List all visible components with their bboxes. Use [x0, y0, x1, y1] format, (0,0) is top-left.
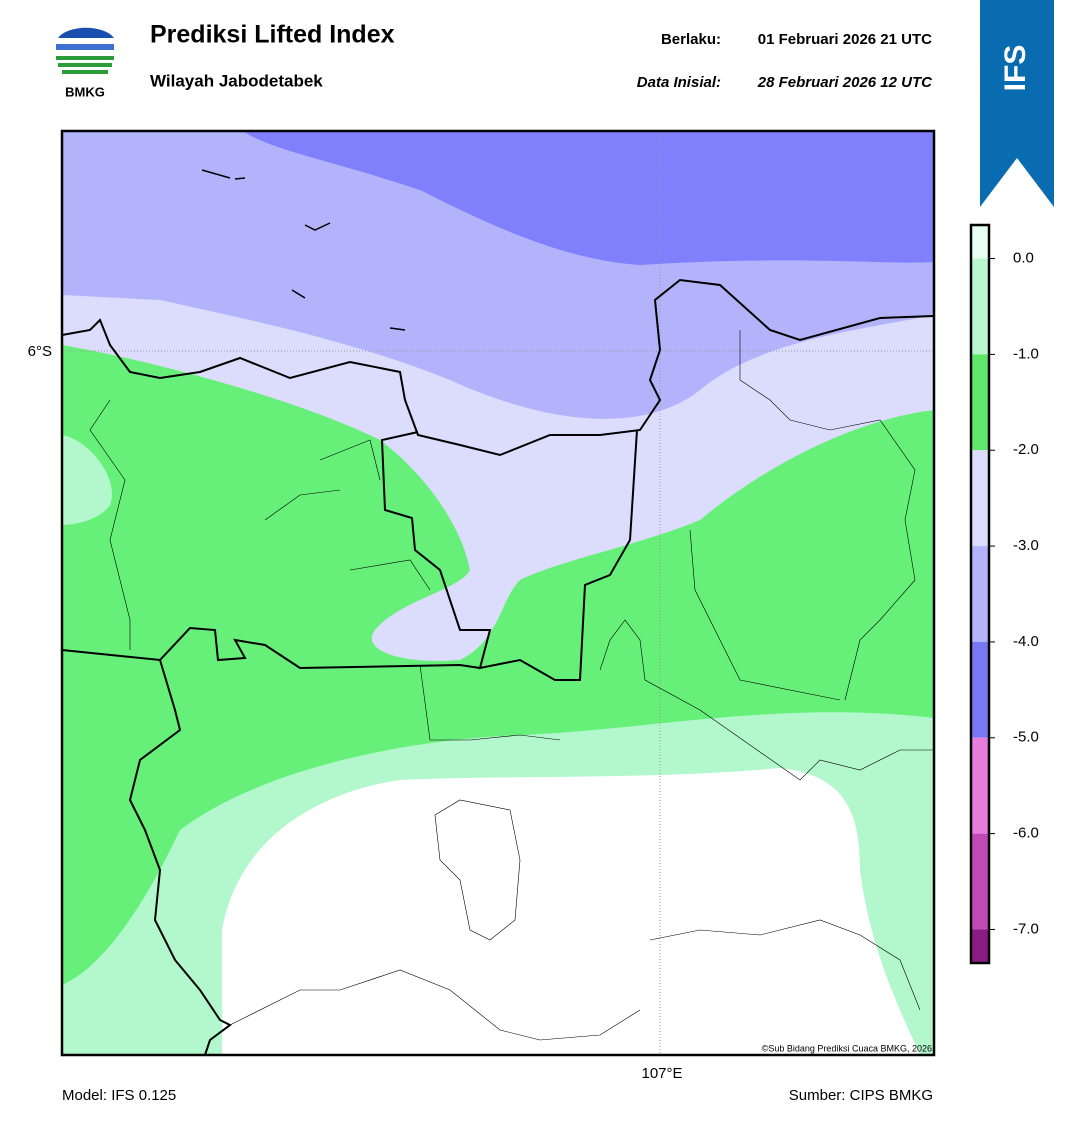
colorbar-band — [971, 354, 989, 451]
colorbar-tick-label: -7.0 — [1013, 920, 1039, 937]
colorbar-tick-label: -4.0 — [1013, 633, 1039, 650]
badge — [980, 0, 1054, 207]
lon-label: 107°E — [641, 1065, 682, 1082]
colorbar-band — [971, 641, 989, 738]
logo-text: BMKG — [65, 84, 105, 99]
valid-label: Berlaku: — [661, 31, 721, 48]
colorbar: 0.0 -1.0 -2.0 -3.0 -4.0 -5.0 -6.0 -7.0 — [969, 223, 1039, 965]
colorbar-band — [971, 258, 989, 355]
colorbar-tick-label: -5.0 — [1013, 729, 1039, 746]
subtitle: Wilayah Jabodetabek — [150, 71, 323, 90]
colorbar-tick-label: -3.0 — [1013, 537, 1039, 554]
map-frame — [60, 129, 936, 1057]
colorbar-band — [971, 225, 989, 259]
credit: ©Sub Bidang Prediksi Cuaca BMKG, 2026 — [762, 1043, 932, 1053]
map: ©Sub Bidang Prediksi Cuaca BMKG, 2026 — [62, 131, 934, 1055]
footer-source: Sumber: CIPS BMKG — [789, 1087, 933, 1104]
colorbar-band — [971, 450, 989, 547]
logo: BMKG — [56, 27, 114, 99]
colorbar-tick-label: -1.0 — [1013, 345, 1039, 362]
colorbar-frame — [969, 223, 991, 965]
colorbar-band — [971, 833, 989, 930]
lat-label: 6°S — [28, 343, 52, 360]
colorbar-band — [971, 929, 989, 963]
badge-text: IFS — [999, 45, 1032, 92]
valid-time: 01 Februari 2026 21 UTC — [758, 31, 932, 48]
colorbar-band — [971, 737, 989, 834]
init-label: Data Inisial: — [637, 74, 721, 91]
colorbar-tick-label: -2.0 — [1013, 441, 1039, 458]
colorbar-band — [971, 546, 989, 642]
colorbar-tick-label: -6.0 — [1013, 825, 1039, 842]
title: Prediksi Lifted Index — [150, 21, 395, 49]
init-time: 28 Februari 2026 12 UTC — [757, 74, 933, 91]
footer-model: Model: IFS 0.125 — [62, 1087, 176, 1104]
colorbar-tick-label: 0.0 — [1013, 250, 1034, 267]
